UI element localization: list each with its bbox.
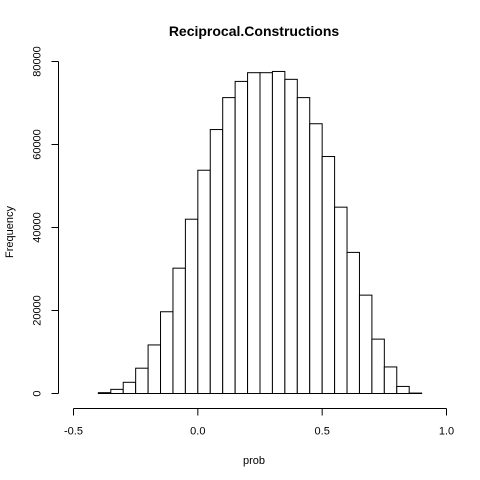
histogram-bar — [122, 381, 137, 394]
x-tick-label: 0.5 — [315, 426, 330, 438]
histogram-bar — [222, 97, 236, 395]
histogram-bar — [296, 97, 311, 395]
x-axis: -0.5 0.0 0.5 1.0 — [64, 408, 454, 438]
histogram-bar — [271, 70, 286, 395]
y-tick-label: 0 — [32, 390, 44, 396]
histogram-bar — [321, 156, 336, 394]
histogram-bar — [197, 169, 211, 394]
histogram-bar — [172, 267, 186, 395]
histogram-bar — [358, 294, 373, 395]
y-axis-label: Frequency — [4, 206, 16, 258]
histogram-bar — [284, 78, 298, 394]
x-tick-label: 1.0 — [439, 426, 454, 438]
histogram-bar — [110, 388, 124, 395]
histogram-bar — [160, 311, 174, 394]
histogram-bar — [346, 251, 360, 394]
histogram-bar — [383, 366, 398, 395]
x-tick-label: 0.0 — [190, 426, 205, 438]
histogram-bar — [259, 72, 273, 394]
histogram-bar — [147, 344, 162, 395]
histogram-bar — [234, 80, 249, 394]
histogram-bar — [309, 123, 323, 394]
histogram-bar — [184, 218, 199, 394]
y-axis: 0 20000 40000 60000 80000 — [32, 46, 59, 397]
y-tick-label: 20000 — [32, 295, 44, 326]
histogram-bar — [396, 385, 410, 395]
y-tick-label: 80000 — [32, 46, 44, 77]
x-tick-label: -0.5 — [64, 426, 83, 438]
histogram-bar — [97, 392, 112, 395]
histogram-bar — [334, 206, 348, 394]
histogram-bar — [371, 338, 385, 395]
histogram-bar — [209, 129, 224, 394]
y-tick-label: 40000 — [32, 212, 44, 243]
histogram-bar — [247, 72, 261, 394]
chart-title: Reciprocal.Constructions — [169, 23, 340, 39]
x-axis-label: prob — [243, 455, 265, 467]
y-tick-label: 60000 — [32, 129, 44, 160]
histogram-bars — [97, 70, 423, 395]
histogram-bar — [135, 367, 149, 395]
